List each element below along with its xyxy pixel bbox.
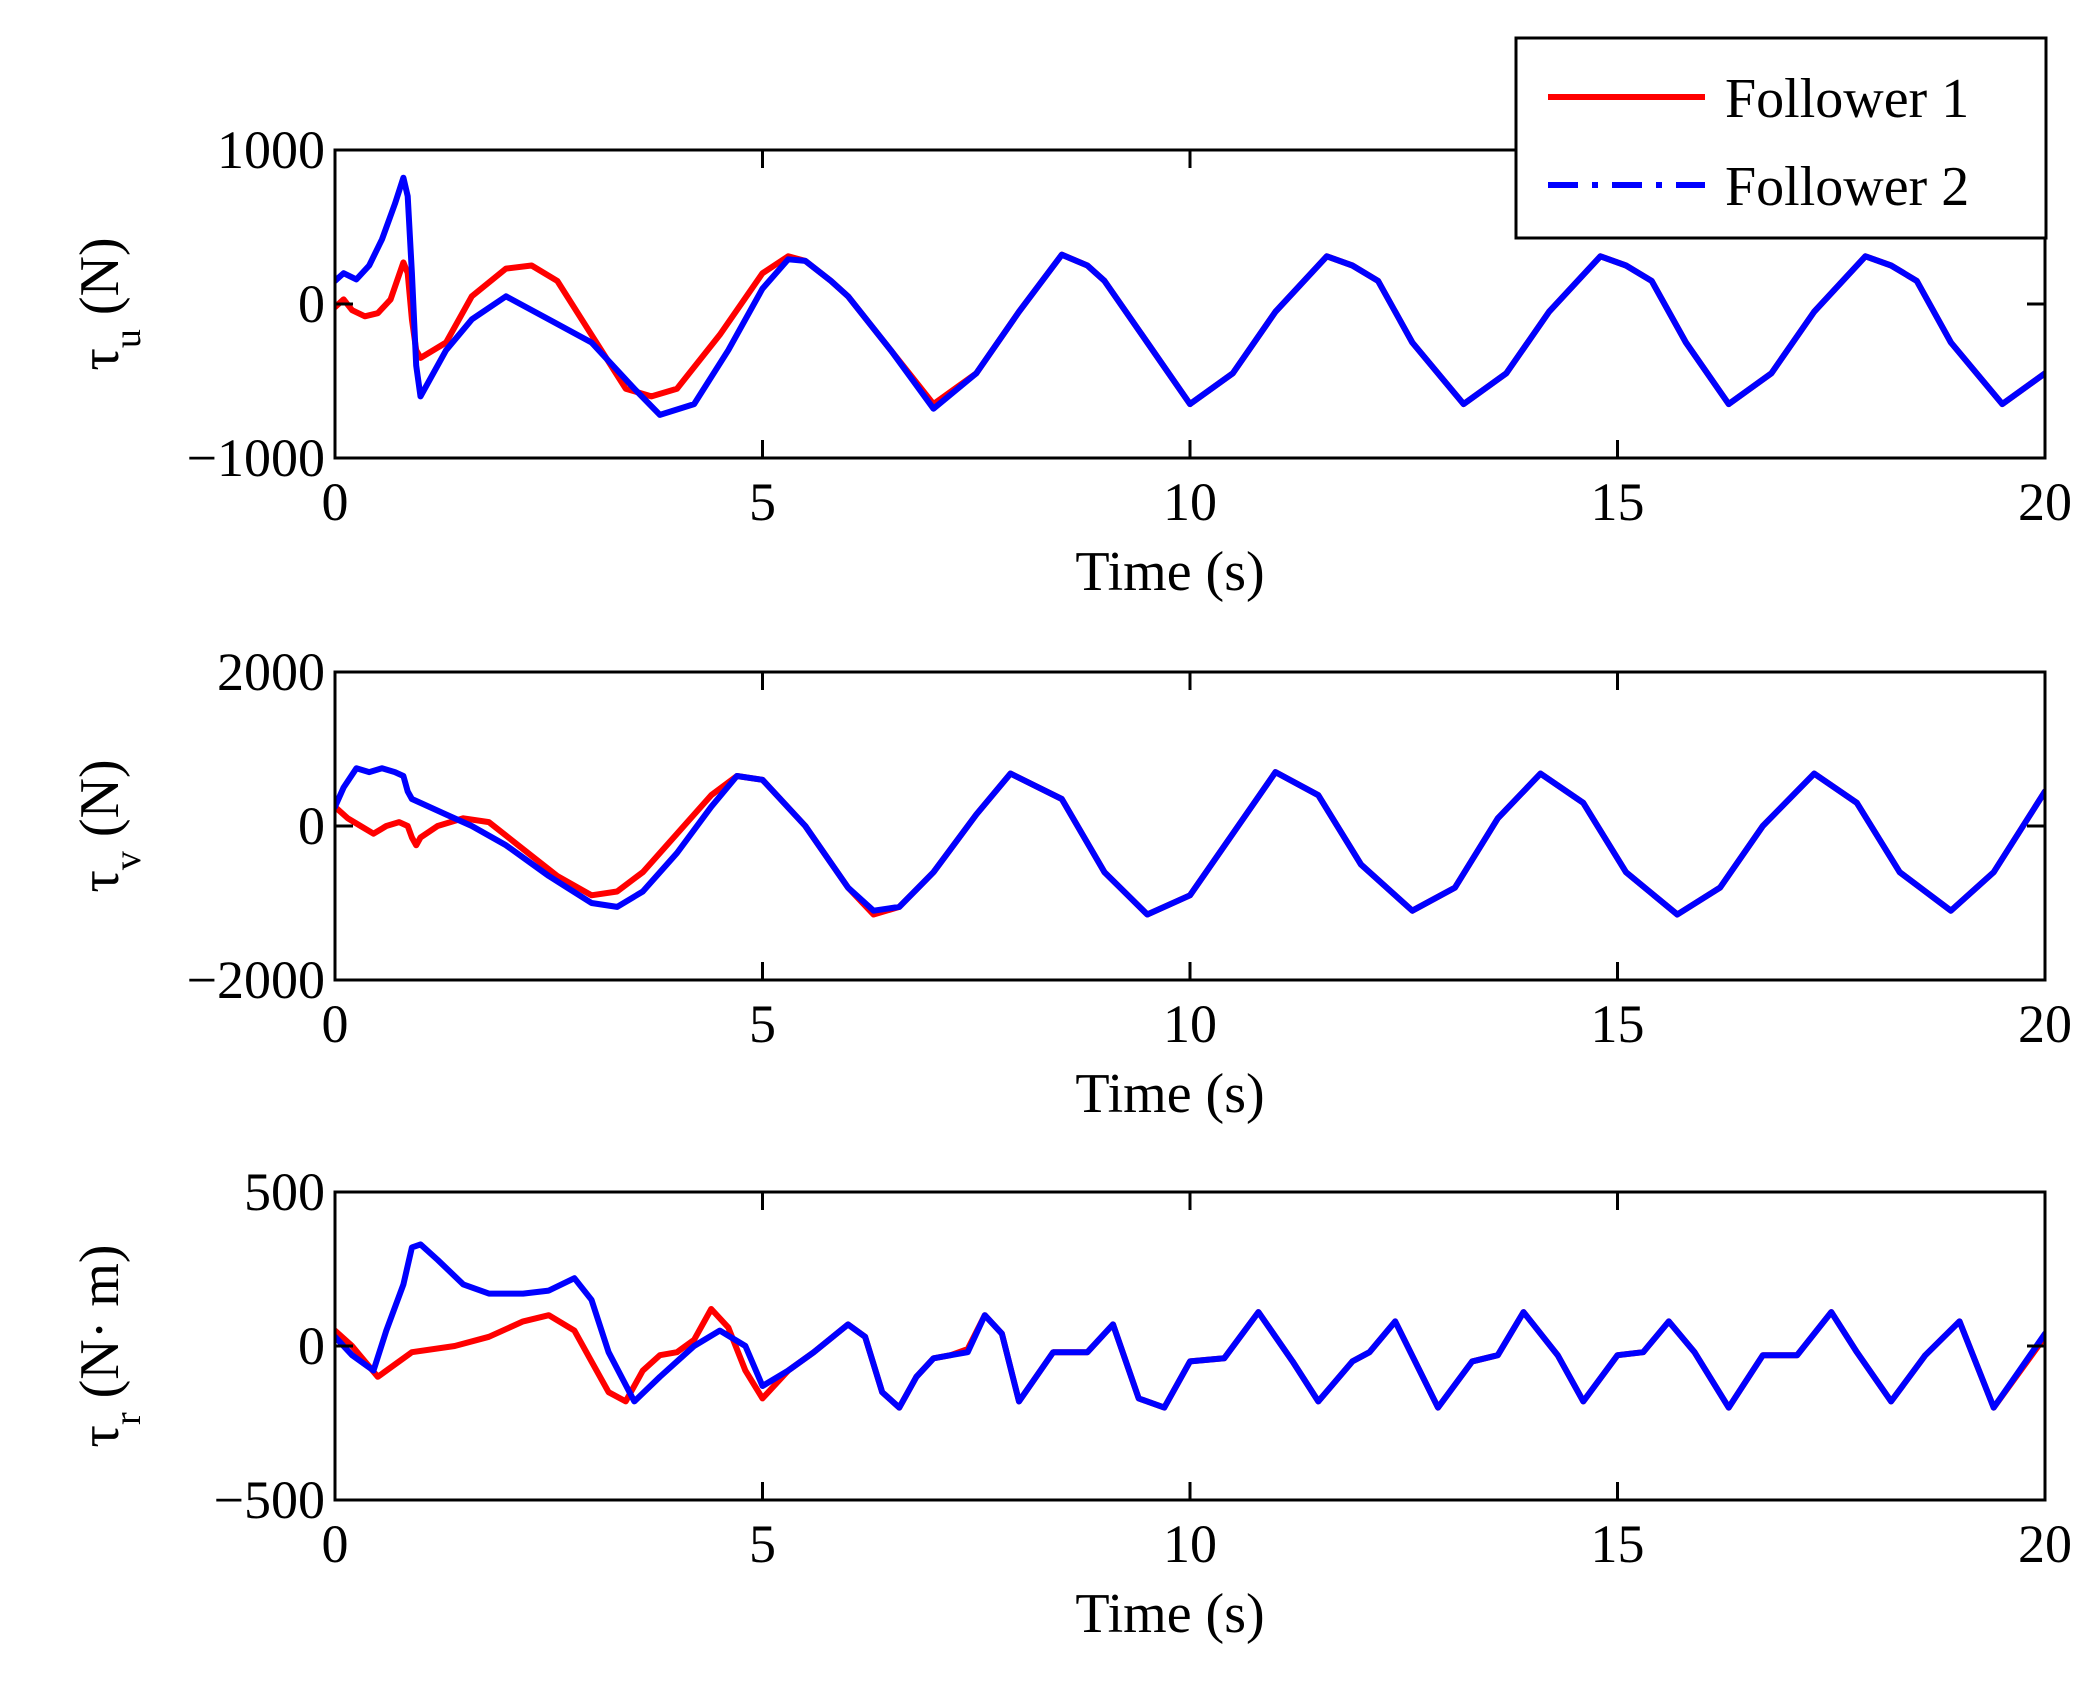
x-axis-label: Time (s) bbox=[1075, 1063, 1264, 1125]
legend: Follower 1 Follower 2 bbox=[1514, 36, 2048, 240]
series-line-follower-1-panel-3 bbox=[335, 1306, 2045, 1411]
y-axis-label-unit: (N) bbox=[69, 759, 131, 851]
y-axis-label: τr (N· m) bbox=[69, 1244, 149, 1447]
legend-label-follower-2: Follower 2 bbox=[1725, 156, 1969, 218]
y-axis-label-unit: (N) bbox=[69, 237, 131, 329]
x-tick-label: 20 bbox=[2018, 472, 2072, 532]
x-tick-label: 0 bbox=[322, 994, 349, 1054]
x-tick-label: 5 bbox=[749, 1514, 776, 1574]
y-axis-label: τv (N) bbox=[69, 759, 149, 892]
y-axis-label-subscript: u bbox=[107, 329, 149, 348]
axes-box-panel-2 bbox=[333, 670, 2047, 982]
x-tick-label: 0 bbox=[322, 472, 349, 532]
x-tick-label: 0 bbox=[322, 1514, 349, 1574]
y-axis-label-symbol: τ bbox=[69, 870, 131, 893]
legend-box bbox=[1514, 36, 2048, 240]
y-tick-label: 500 bbox=[244, 1162, 325, 1222]
y-tick-label: −500 bbox=[214, 1470, 325, 1530]
x-axis-label: Time (s) bbox=[1075, 541, 1264, 603]
x-tick-label: 10 bbox=[1163, 994, 1217, 1054]
y-tick-label: 0 bbox=[298, 274, 325, 334]
y-tick-label: 1000 bbox=[217, 120, 325, 180]
x-tick-label: 20 bbox=[2018, 1514, 2072, 1574]
x-tick-label: 15 bbox=[1591, 472, 1645, 532]
y-tick-label: 0 bbox=[298, 796, 325, 856]
y-axis-label-symbol: τ bbox=[69, 348, 131, 371]
y-tick-label: −2000 bbox=[187, 950, 325, 1010]
x-tick-label: 10 bbox=[1163, 1514, 1217, 1574]
y-axis-label-subscript: v bbox=[107, 851, 149, 870]
x-tick-label: 5 bbox=[749, 994, 776, 1054]
x-tick-label: 20 bbox=[2018, 994, 2072, 1054]
series-line-follower-2-panel-3 bbox=[335, 1241, 2045, 1411]
y-axis-label: τu (N) bbox=[69, 237, 149, 370]
x-tick-label: 15 bbox=[1591, 1514, 1645, 1574]
y-axis-label-subscript: r bbox=[107, 1412, 149, 1425]
y-tick-label: 2000 bbox=[217, 642, 325, 702]
x-axis-label: Time (s) bbox=[1075, 1583, 1264, 1645]
y-tick-label: 0 bbox=[298, 1316, 325, 1376]
x-tick-label: 5 bbox=[749, 472, 776, 532]
y-axis-label-symbol: τ bbox=[69, 1425, 131, 1448]
series-line-follower-1-panel-1 bbox=[335, 251, 2045, 408]
axes-box-panel-3 bbox=[333, 1190, 2047, 1502]
y-tick-label: −1000 bbox=[187, 428, 325, 488]
x-tick-label: 10 bbox=[1163, 472, 1217, 532]
x-tick-label: 15 bbox=[1591, 994, 1645, 1054]
legend-label-follower-1: Follower 1 bbox=[1725, 68, 1969, 130]
y-axis-label-unit: (N· m) bbox=[69, 1244, 131, 1412]
series-line-follower-2-panel-2 bbox=[335, 765, 2045, 918]
series-line-follower-2-panel-1 bbox=[335, 174, 2045, 418]
